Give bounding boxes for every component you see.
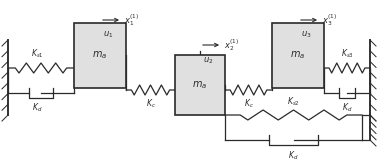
Text: $u_3$: $u_3$ — [301, 30, 311, 40]
Bar — [175, 55, 225, 115]
Text: $K_{s1}$: $K_{s1}$ — [31, 47, 44, 60]
Text: $K_{s2}$: $K_{s2}$ — [287, 96, 300, 108]
Text: $K_c$: $K_c$ — [243, 98, 253, 110]
Text: $m_a$: $m_a$ — [290, 49, 305, 61]
Text: $m_a$: $m_a$ — [192, 79, 208, 91]
Text: $u_2$: $u_2$ — [203, 55, 214, 65]
Text: $K_d$: $K_d$ — [288, 149, 299, 162]
Text: $x_1^{(1)}$: $x_1^{(1)}$ — [124, 12, 139, 28]
Text: $K_c$: $K_c$ — [146, 98, 155, 110]
Text: $K_d$: $K_d$ — [342, 102, 352, 115]
Bar — [272, 23, 324, 87]
Bar — [74, 23, 126, 87]
Text: $K_d$: $K_d$ — [33, 102, 43, 115]
Text: $K_{s3}$: $K_{s3}$ — [341, 47, 353, 60]
Text: $x_2^{(1)}$: $x_2^{(1)}$ — [224, 37, 239, 53]
Text: $u_1$: $u_1$ — [103, 30, 113, 40]
Text: $m_a$: $m_a$ — [92, 49, 108, 61]
Text: $x_3^{(1)}$: $x_3^{(1)}$ — [322, 12, 338, 28]
